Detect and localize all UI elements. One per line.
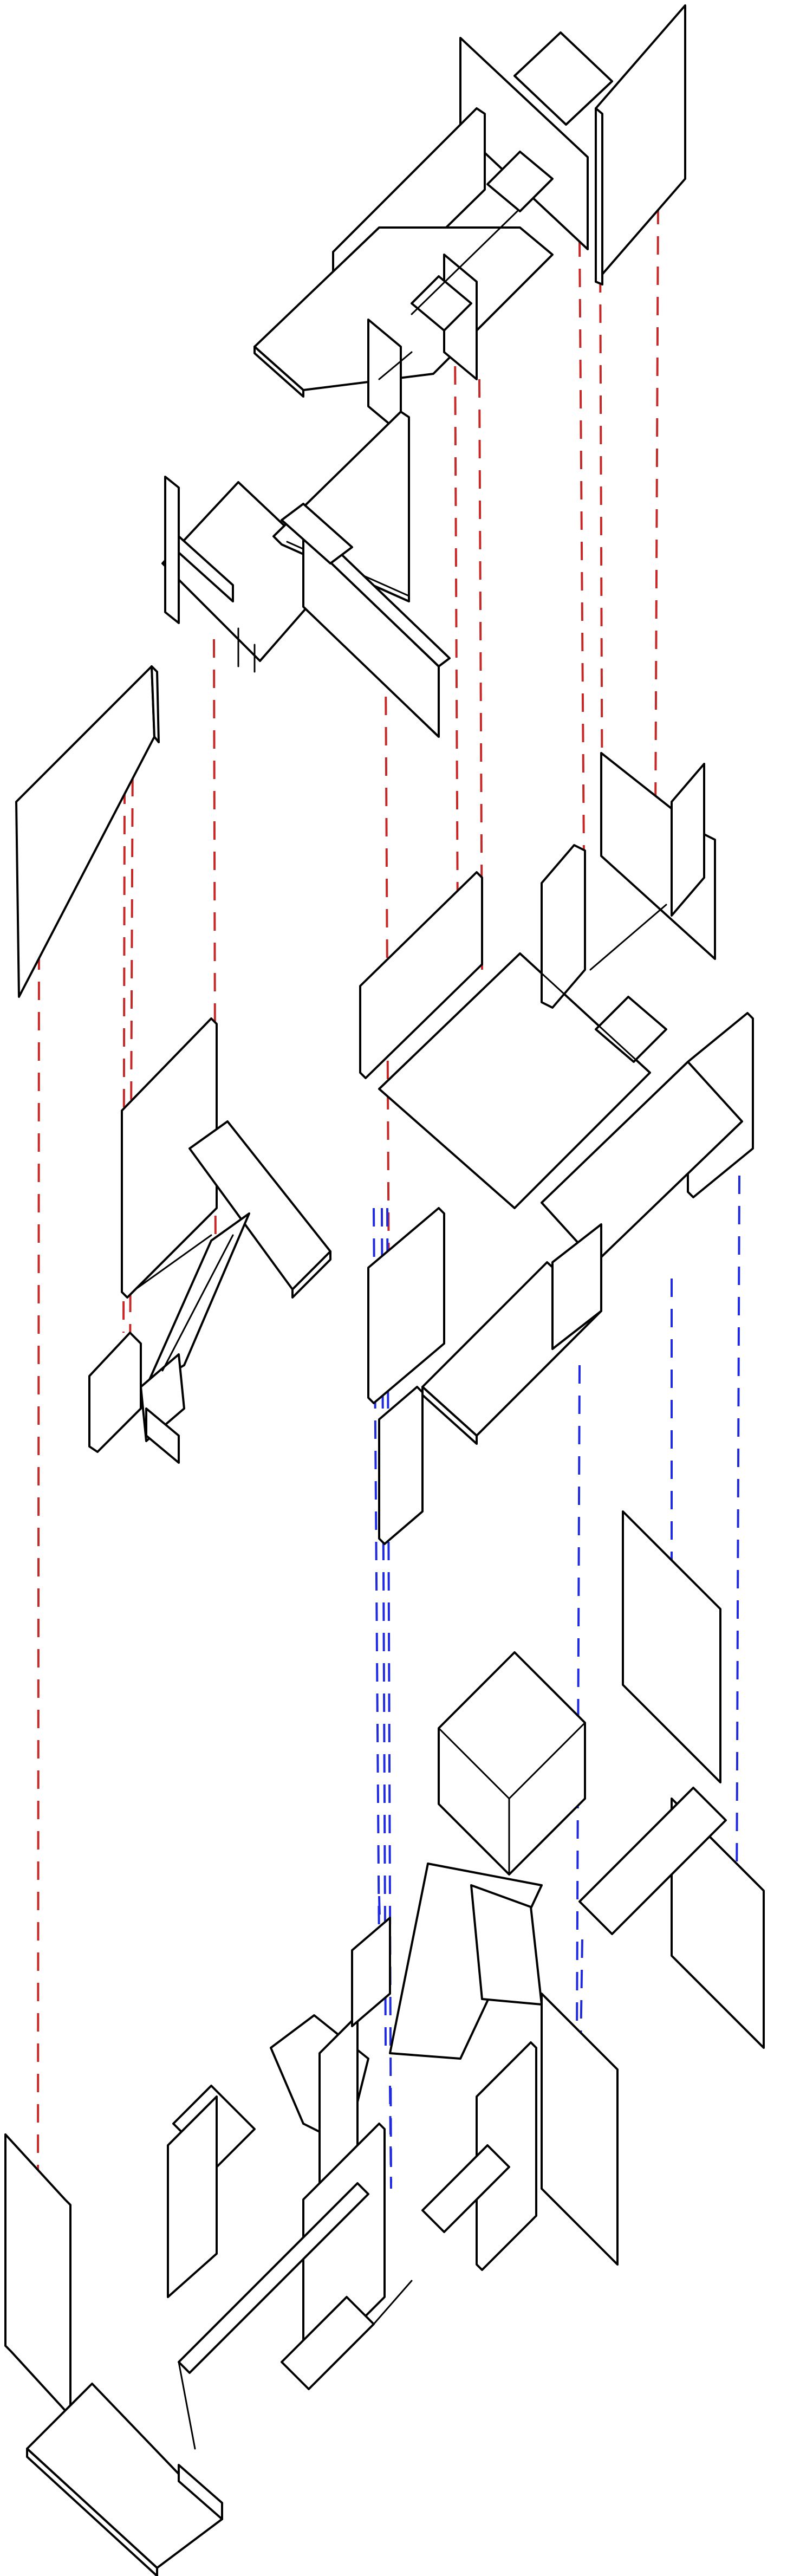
ca-right-fin <box>671 763 705 917</box>
la-base-fin <box>178 2464 223 2520</box>
la-right-post <box>541 1993 619 2266</box>
ca-tie-2 <box>589 904 667 971</box>
la-right-slab <box>578 1787 727 1935</box>
lm-slanted-plate <box>145 1212 250 1388</box>
top-back-plate <box>459 37 589 250</box>
blue-guide-7 <box>580 1939 583 2048</box>
blue-guide-2 <box>381 1208 387 2048</box>
top-floor-slab <box>253 226 554 391</box>
top-right-plate-edge <box>595 107 603 285</box>
la-tie-1 <box>178 2361 196 2450</box>
ca-left-wall <box>359 871 483 1079</box>
la-right-upright <box>622 1510 721 1783</box>
left-panel-face <box>15 665 155 998</box>
la-upright-left <box>4 2133 71 2417</box>
la-post-fin <box>476 2041 537 2271</box>
red-guide-1 <box>654 205 659 824</box>
lm-base-fin <box>145 1407 180 1464</box>
la-base-slab-edge <box>26 2448 158 2576</box>
blue-guide-6 <box>736 1175 740 1907</box>
blue-guide-8 <box>389 2085 392 2189</box>
la-step-slab <box>421 2144 510 2233</box>
la-box-tall <box>167 2095 218 2298</box>
top-floor-slab-edge <box>253 346 304 398</box>
top-cross-plate-3 <box>486 151 554 212</box>
lower-assembly <box>4 1510 765 2576</box>
top-link-1 <box>411 210 518 315</box>
top-cross-plate-4 <box>411 275 472 332</box>
red-guide-5 <box>454 335 459 927</box>
left-panel-diag <box>18 736 155 998</box>
left-middle-assembly <box>88 1017 331 1464</box>
ca-left-plate <box>367 1207 445 1404</box>
la-hex-edge-2 <box>508 1722 586 1800</box>
la-tie-2 <box>373 2280 413 2325</box>
center-assembly <box>359 752 754 1545</box>
top-right-plate <box>595 4 686 283</box>
top-link-2 <box>378 351 413 380</box>
um-left-fin <box>178 535 234 602</box>
la-mid-fin <box>351 1917 391 2027</box>
lm-brace-1 <box>134 1234 212 1290</box>
red-guide-2 <box>599 243 603 846</box>
um-left-plate <box>164 476 180 624</box>
ca-left-fin <box>378 1386 424 1545</box>
red-guide-3 <box>578 238 585 856</box>
lm-base-left <box>88 1332 142 1453</box>
lm-upright <box>121 1017 218 1299</box>
la-hex-edge-1 <box>438 1727 510 1800</box>
la-right-fin <box>671 1798 765 2049</box>
lm-floor-edge <box>291 1250 331 1299</box>
ca-mid-fin <box>595 996 667 1063</box>
um-small-block <box>281 503 353 564</box>
ca-tie-1 <box>519 952 651 1074</box>
ca-mid-block <box>551 1223 602 1350</box>
la-long-beam <box>178 2182 369 2374</box>
blue-guide-4 <box>576 1365 581 2048</box>
ca-inner-wall <box>541 844 586 1009</box>
top-small-slab <box>513 31 613 126</box>
upper-middle-assembly <box>161 411 451 738</box>
top-assembly <box>253 4 686 434</box>
red-guide-4 <box>478 379 483 970</box>
left-panel <box>15 665 160 998</box>
red-guide-10 <box>37 920 40 2222</box>
lm-brace-2 <box>161 1234 234 1372</box>
la-hex-box <box>438 1651 586 1876</box>
left-panel-edge <box>151 665 160 743</box>
